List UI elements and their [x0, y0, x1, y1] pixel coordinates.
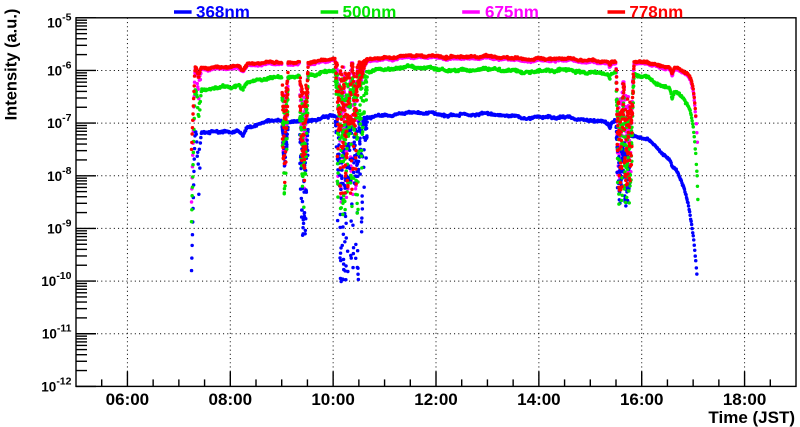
- svg-text:Time (JST): Time (JST): [708, 408, 795, 427]
- svg-text:675nm: 675nm: [485, 3, 539, 22]
- svg-text:10:00: 10:00: [311, 390, 354, 409]
- svg-text:368nm: 368nm: [196, 3, 250, 22]
- svg-text:08:00: 08:00: [209, 390, 252, 409]
- svg-text:06:00: 06:00: [106, 390, 149, 409]
- svg-text:14:00: 14:00: [517, 390, 560, 409]
- svg-text:16:00: 16:00: [620, 390, 663, 409]
- svg-text:500nm: 500nm: [343, 3, 397, 22]
- svg-text:778nm: 778nm: [629, 3, 683, 22]
- svg-text:18:00: 18:00: [723, 390, 766, 409]
- svg-text:Intensity (a.u.): Intensity (a.u.): [3, 9, 21, 121]
- svg-text:12:00: 12:00: [414, 390, 457, 409]
